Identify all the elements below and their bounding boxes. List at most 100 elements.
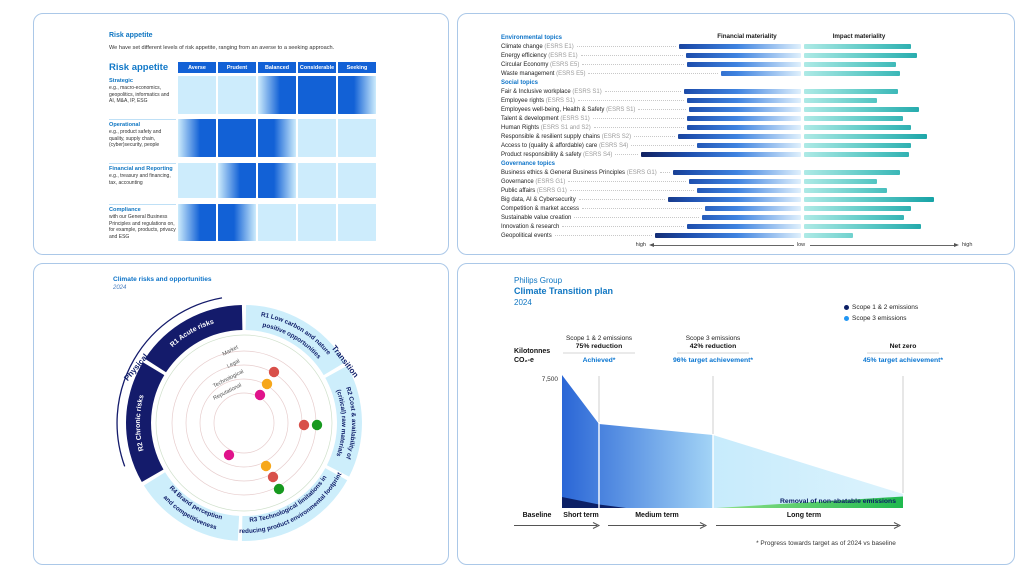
appetite-cell-in	[258, 76, 296, 114]
financial-bar	[687, 224, 801, 229]
appetite-cell-light	[218, 76, 256, 114]
risk-dot-green	[273, 483, 285, 495]
ring-label-market: Market	[222, 344, 240, 357]
y-axis-unit-line1: Kilotonnes	[514, 348, 551, 355]
milestone1-status: Achieved*	[582, 357, 616, 364]
appetite-cell-light	[338, 163, 376, 198]
materiality-row: Access to (quality & affordable) care (E…	[458, 141, 1014, 150]
impact-bar	[804, 152, 909, 157]
materiality-row: Circular Economy (ESRS E5)	[458, 60, 1014, 69]
xlabel-medium-term: Medium term	[635, 512, 679, 519]
materiality-row: Waste management (ESRS E5)	[458, 69, 1014, 78]
climate-risks-title: Climate risks and opportunities	[113, 276, 212, 283]
materiality-row: Responsible & resilient supply chains (E…	[458, 132, 1014, 141]
timeline-arrows	[514, 522, 902, 529]
appetite-cell-in	[178, 204, 216, 241]
philips-group-title: Philips Group	[514, 276, 563, 285]
scope3-legend-label: Scope 3 emissions	[852, 315, 907, 322]
risk-appetite-title: Risk appetite	[109, 32, 153, 39]
materiality-row: Employees well-being, Health & Safety (E…	[458, 105, 1014, 114]
climate-risks-year: 2024	[113, 285, 127, 291]
y-axis-max-value: 7,500	[541, 376, 558, 383]
impact-bar	[804, 188, 887, 193]
appetite-cell-light	[298, 119, 336, 157]
column-header-balanced: Balanced	[258, 62, 296, 73]
impact-bar	[804, 233, 853, 238]
topic-label: Product responsibility & safety (ESRS S4…	[501, 151, 613, 158]
topic-label: Access to (quality & affordable) care (E…	[501, 142, 629, 149]
milestone1-label: Scope 1 & 2 emissions	[565, 335, 633, 342]
leader-line	[588, 73, 718, 74]
esrs-code: (ESRS S1 and S2)	[540, 124, 591, 131]
topic-label: Public affairs (ESRS G1)	[501, 187, 567, 194]
appetite-cell-out	[258, 163, 296, 198]
column-header-considerable: Considerable	[298, 62, 336, 73]
leader-line	[580, 55, 683, 56]
leader-line	[659, 172, 670, 173]
leader-line	[562, 226, 684, 227]
risk-dot-magenta	[254, 389, 266, 401]
topic-label: Employees well-being, Health & Safety (E…	[501, 106, 636, 113]
scope12-dot-icon	[844, 305, 849, 310]
risk-dot-magenta	[223, 449, 235, 461]
impact-bar	[804, 53, 917, 58]
risk-dot-red	[268, 366, 280, 378]
appetite-cell-light	[258, 204, 296, 241]
appetite-cell-out	[218, 204, 256, 241]
xlabel-long-term: Long term	[786, 512, 822, 519]
leader-line	[631, 145, 694, 146]
group-header: Governance topics	[501, 160, 556, 167]
impact-bar	[804, 89, 898, 94]
risk-appetite-subtitle: We have set different levels of risk app…	[109, 45, 335, 51]
financial-bar	[721, 71, 801, 76]
milestone3-target: Net zero	[889, 343, 917, 350]
topic-label: Human Rights (ESRS S1 and S2)	[501, 124, 591, 131]
axis-low: low	[796, 242, 806, 248]
impact-bar	[804, 224, 921, 229]
esrs-code: (ESRS S2)	[601, 133, 632, 140]
impact-bar	[804, 116, 903, 121]
financial-bar	[697, 188, 801, 193]
leader-line	[568, 181, 686, 182]
axis-arrow-right-icon	[954, 243, 959, 247]
esrs-code: (ESRS G1)	[536, 187, 567, 194]
impact-bar	[804, 107, 919, 112]
row-label-operational: Operational e.g., product safety and qual…	[109, 119, 176, 160]
financial-bar	[697, 143, 801, 148]
transition-plan-panel: Philips Group Climate Transition plan 20…	[457, 263, 1015, 565]
appetite-cell-light	[338, 119, 376, 157]
topic-label: Employee rights (ESRS S1)	[501, 97, 576, 104]
group-header: Social topics	[501, 79, 539, 86]
topic-label: Sustainable value creation	[501, 214, 572, 221]
impact-bar	[804, 206, 911, 211]
financial-bar	[689, 107, 801, 112]
financial-bar	[684, 89, 801, 94]
appetite-cell-light	[298, 204, 336, 241]
materiality-row: Governance (ESRS G1)	[458, 177, 1014, 186]
financial-materiality-header: Financial materiality	[717, 33, 777, 40]
topic-label: Talent & development (ESRS S1)	[501, 115, 590, 122]
transition-area-chart	[514, 352, 939, 529]
column-header-prudent: Prudent	[218, 62, 256, 73]
axis-high-left: high	[635, 242, 646, 248]
leader-line	[638, 109, 686, 110]
risk-grid: Risk appetite Averse Prudent Balanced Consid…	[109, 62, 376, 244]
appetite-cell-in	[218, 163, 256, 198]
topic-label: Innovation & research	[501, 223, 560, 230]
esrs-code: (ESRS G1)	[535, 178, 566, 185]
impact-bar	[804, 215, 904, 220]
materiality-row: Big data, AI & Cybersecurity	[458, 195, 1014, 204]
financial-bar	[678, 134, 801, 139]
milestone1-target: 75% reduction	[575, 343, 623, 350]
removal-label: Removal of non-abatable emissions	[780, 498, 896, 505]
materiality-row: Business ethics & General Business Princ…	[458, 168, 1014, 177]
materiality-row: Employee rights (ESRS S1)	[458, 96, 1014, 105]
materiality-row: Talent & development (ESRS S1)	[458, 114, 1014, 123]
esrs-code: (ESRS E5)	[556, 70, 586, 77]
financial-bar	[687, 98, 801, 103]
topic-label: Waste management (ESRS E5)	[501, 70, 586, 77]
appetite-cell-in	[178, 119, 216, 157]
impact-materiality-header: Impact materiality	[832, 33, 886, 40]
financial-bar	[687, 116, 801, 121]
